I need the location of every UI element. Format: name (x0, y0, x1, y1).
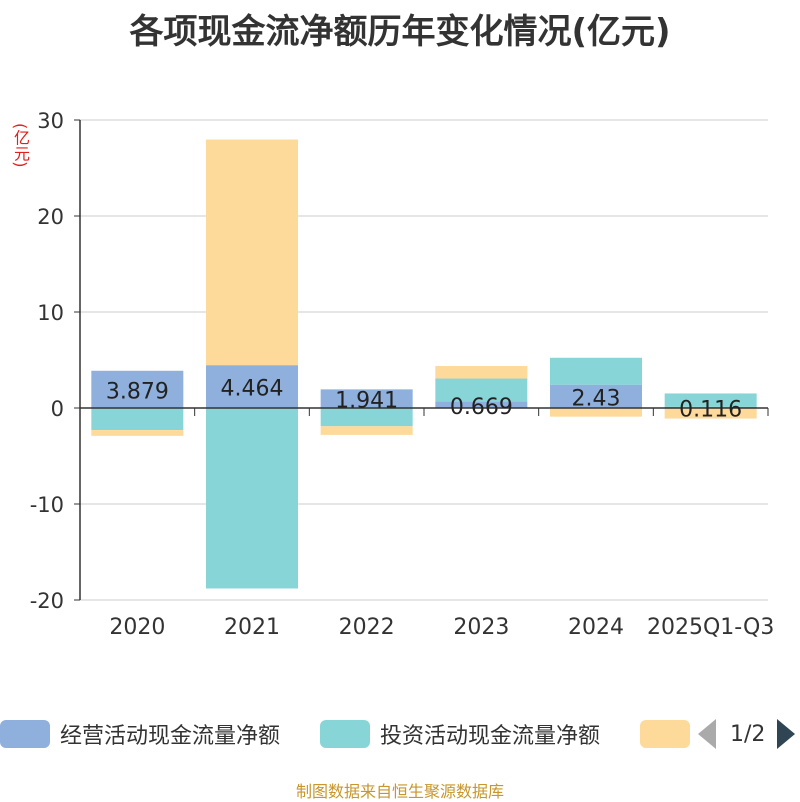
bar-series2-2024 (550, 408, 642, 417)
data-label: 4.464 (221, 377, 284, 402)
bar-series1-2021 (206, 408, 298, 589)
y-tick-label: 20 (37, 205, 64, 229)
bar-series0-2021 (206, 365, 298, 408)
data-label: 1.941 (335, 389, 398, 414)
y-tick-label: -20 (30, 589, 64, 613)
bar-series0-2020 (91, 370, 184, 408)
x-tick-label: 2022 (339, 615, 395, 640)
legend-label-investing: 投资活动现金流量净额 (380, 724, 601, 749)
y-tick-label: 30 (37, 109, 64, 133)
legend-swatch-investing (320, 720, 370, 748)
bar-series2-2022 (320, 426, 413, 435)
legend-pager: 1/2 (698, 712, 796, 756)
data-label: 0.669 (450, 395, 513, 420)
next-page-icon[interactable] (777, 719, 796, 749)
y-tick-label: 0 (51, 397, 64, 421)
bar-series1-2025Q1-Q3 (664, 393, 757, 407)
x-tick-label: 2024 (568, 615, 624, 640)
bar-series1-2022 (320, 408, 413, 427)
bar-series0-2024 (550, 384, 642, 408)
bar-series0-2022 (320, 389, 413, 408)
x-tick-label: 2023 (453, 615, 509, 640)
data-label: 3.879 (106, 379, 169, 404)
cash-flow-chart: 30 20 10 0 -10 -20 2020 2021 2022 2023 2024 2025Q1-… (30, 109, 775, 640)
bar-series1-2023 (435, 378, 528, 402)
legend-item-investing[interactable]: 投资活动现金流量净额 (320, 712, 600, 756)
y-tick-label: 10 (37, 301, 64, 325)
legend-item-financing[interactable] (640, 712, 700, 756)
prev-page-icon[interactable] (698, 719, 716, 749)
legend: 经营活动现金流量净额 投资活动现金流量净额 1/2 (0, 712, 800, 756)
bar-series2-2023 (435, 366, 528, 379)
bar-series2-2025Q1-Q3 (664, 408, 757, 419)
bar-series0-2023 (435, 401, 528, 408)
data-label: 0.116 (679, 397, 742, 422)
x-tick-label: 2021 (224, 615, 280, 640)
bar-series2-2020 (91, 430, 184, 436)
y-tick-label: -10 (30, 493, 64, 517)
legend-label-operating: 经营活动现金流量净额 (60, 724, 281, 749)
y-axis-unit-label: (亿元) (11, 123, 30, 168)
data-label: 2.43 (572, 386, 621, 411)
legend-swatch-financing (640, 720, 690, 748)
legend-swatch-operating (0, 720, 50, 748)
legend-page-indicator: 1/2 (730, 721, 766, 747)
x-tick-label: 2025Q1-Q3 (647, 615, 774, 640)
bar-series2-2021 (206, 139, 298, 366)
x-tick-label: 2020 (109, 615, 165, 640)
legend-item-operating[interactable]: 经营活动现金流量净额 (0, 712, 280, 756)
data-source-note: 制图数据来自恒生聚源数据库 (295, 782, 504, 801)
bar-series1-2024 (550, 357, 642, 385)
chart-title: 各项现金流净额历年变化情况(亿元) (129, 12, 671, 52)
bar-series1-2020 (91, 408, 184, 431)
